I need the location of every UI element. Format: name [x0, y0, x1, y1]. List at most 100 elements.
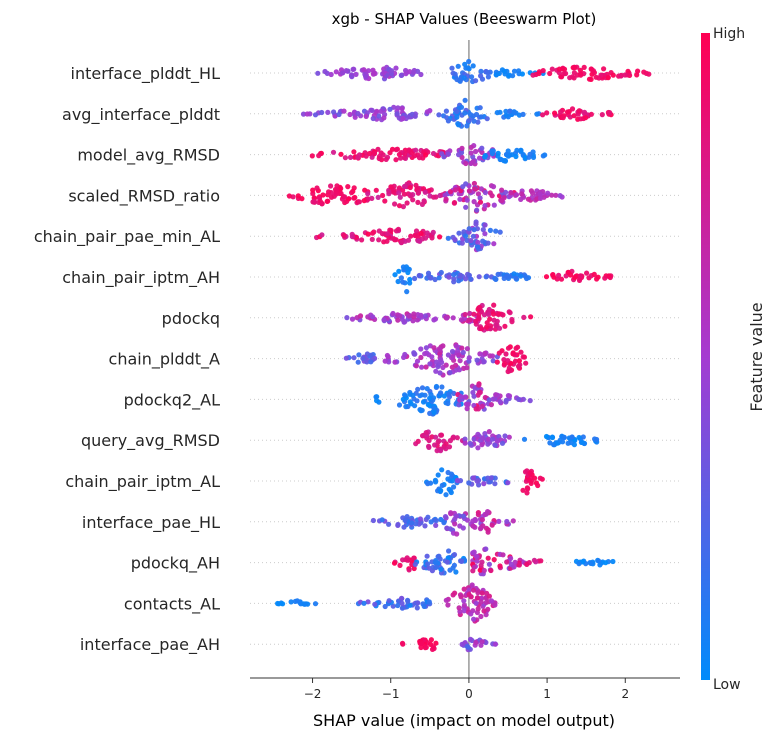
shap-dot — [474, 478, 480, 484]
shap-dot — [418, 71, 424, 78]
shap-dot — [312, 112, 319, 118]
shap-dot — [295, 193, 301, 199]
shap-dot — [422, 523, 428, 529]
shap-dot — [545, 190, 551, 196]
shap-dot — [487, 353, 493, 359]
shap-dot — [578, 72, 584, 78]
shap-dot — [456, 605, 462, 611]
shap-dot — [428, 275, 434, 281]
shap-dot — [501, 68, 507, 74]
shap-dot — [459, 240, 465, 246]
shap-dot — [341, 194, 348, 200]
shap-dot — [438, 487, 444, 494]
shap-dot — [515, 363, 522, 369]
shap-dot — [453, 569, 459, 575]
shap-dot — [373, 394, 379, 400]
shap-dot — [501, 275, 507, 281]
shap-dot — [591, 271, 597, 277]
shap-dot — [475, 606, 481, 612]
shap-dot — [310, 187, 316, 193]
shap-dot — [437, 370, 443, 376]
shap-dot — [415, 600, 421, 606]
shap-dot — [479, 403, 485, 409]
shap-dot — [355, 110, 361, 117]
shap-dot — [489, 148, 495, 154]
shap-dot — [451, 390, 457, 396]
shap-dot — [404, 555, 410, 561]
shap-dot — [382, 198, 388, 204]
shap-dot — [445, 555, 451, 561]
shap-dot — [445, 352, 451, 358]
shap-dot — [486, 306, 492, 313]
shap-dot — [407, 69, 413, 75]
shap-dot — [522, 273, 528, 279]
shap-dot — [471, 616, 477, 622]
shap-dot — [472, 517, 478, 524]
shap-dot — [485, 70, 491, 76]
shap-dot — [453, 362, 459, 368]
shap-dot — [450, 435, 456, 441]
shap-dot — [402, 517, 408, 524]
shap-dot — [367, 150, 373, 157]
shap-dot — [400, 204, 406, 210]
shap-dot — [422, 351, 428, 357]
shap-dot — [538, 558, 544, 564]
shap-dot — [475, 119, 481, 125]
shap-dot — [464, 237, 470, 243]
shap-dot — [486, 311, 492, 317]
shap-dot — [487, 227, 493, 233]
shap-dot — [413, 363, 419, 369]
feature-label: query_avg_RMSD — [81, 431, 220, 451]
shap-dot — [528, 314, 534, 320]
shap-dot — [407, 399, 413, 405]
shap-dot — [489, 436, 496, 442]
shap-dot — [493, 392, 499, 398]
shap-dot — [492, 641, 498, 647]
shap-dot — [405, 237, 412, 243]
shap-dot — [475, 239, 481, 245]
shap-dot — [398, 72, 404, 78]
shap-dot — [486, 429, 492, 435]
shap-dot — [543, 274, 550, 280]
shap-dot — [473, 221, 479, 227]
shap-dot — [369, 195, 375, 201]
shap-dot — [466, 355, 472, 361]
feature-label: interface_pae_HL — [82, 513, 220, 533]
shap-dot — [493, 276, 499, 282]
shap-dot — [399, 600, 405, 606]
shap-dot — [412, 275, 418, 282]
shap-dot — [428, 637, 434, 643]
shap-dot — [481, 567, 487, 574]
shap-dot — [340, 70, 346, 76]
shap-dot — [469, 582, 475, 588]
shap-dot — [606, 273, 612, 279]
shap-dot — [576, 108, 582, 114]
shap-dot — [605, 75, 611, 81]
colorbar — [701, 33, 710, 680]
shap-dot — [477, 105, 483, 111]
shap-dot — [390, 603, 396, 609]
shap-dot — [325, 109, 331, 115]
shap-dot — [369, 154, 375, 160]
shap-dot — [473, 78, 479, 84]
shap-dot — [481, 608, 487, 614]
shap-dot — [445, 151, 451, 157]
shap-dot — [376, 237, 382, 243]
shap-dot — [544, 110, 550, 116]
shap-dot — [464, 346, 470, 352]
shap-dot — [478, 186, 484, 192]
shap-dot — [414, 605, 420, 611]
shap-dot — [316, 153, 322, 159]
shap-dot — [423, 152, 429, 158]
shap-dot — [468, 144, 474, 150]
feature-label: pdockq2_AL — [124, 390, 220, 410]
shap-dot — [406, 313, 412, 319]
shap-dot — [405, 598, 411, 604]
shap-dot — [454, 108, 460, 115]
shap-dot — [478, 114, 484, 120]
shap-dot — [464, 197, 470, 203]
shap-dot — [577, 67, 584, 73]
shap-dot — [450, 315, 456, 321]
shap-dot — [412, 561, 418, 568]
shap-dot — [402, 319, 408, 325]
